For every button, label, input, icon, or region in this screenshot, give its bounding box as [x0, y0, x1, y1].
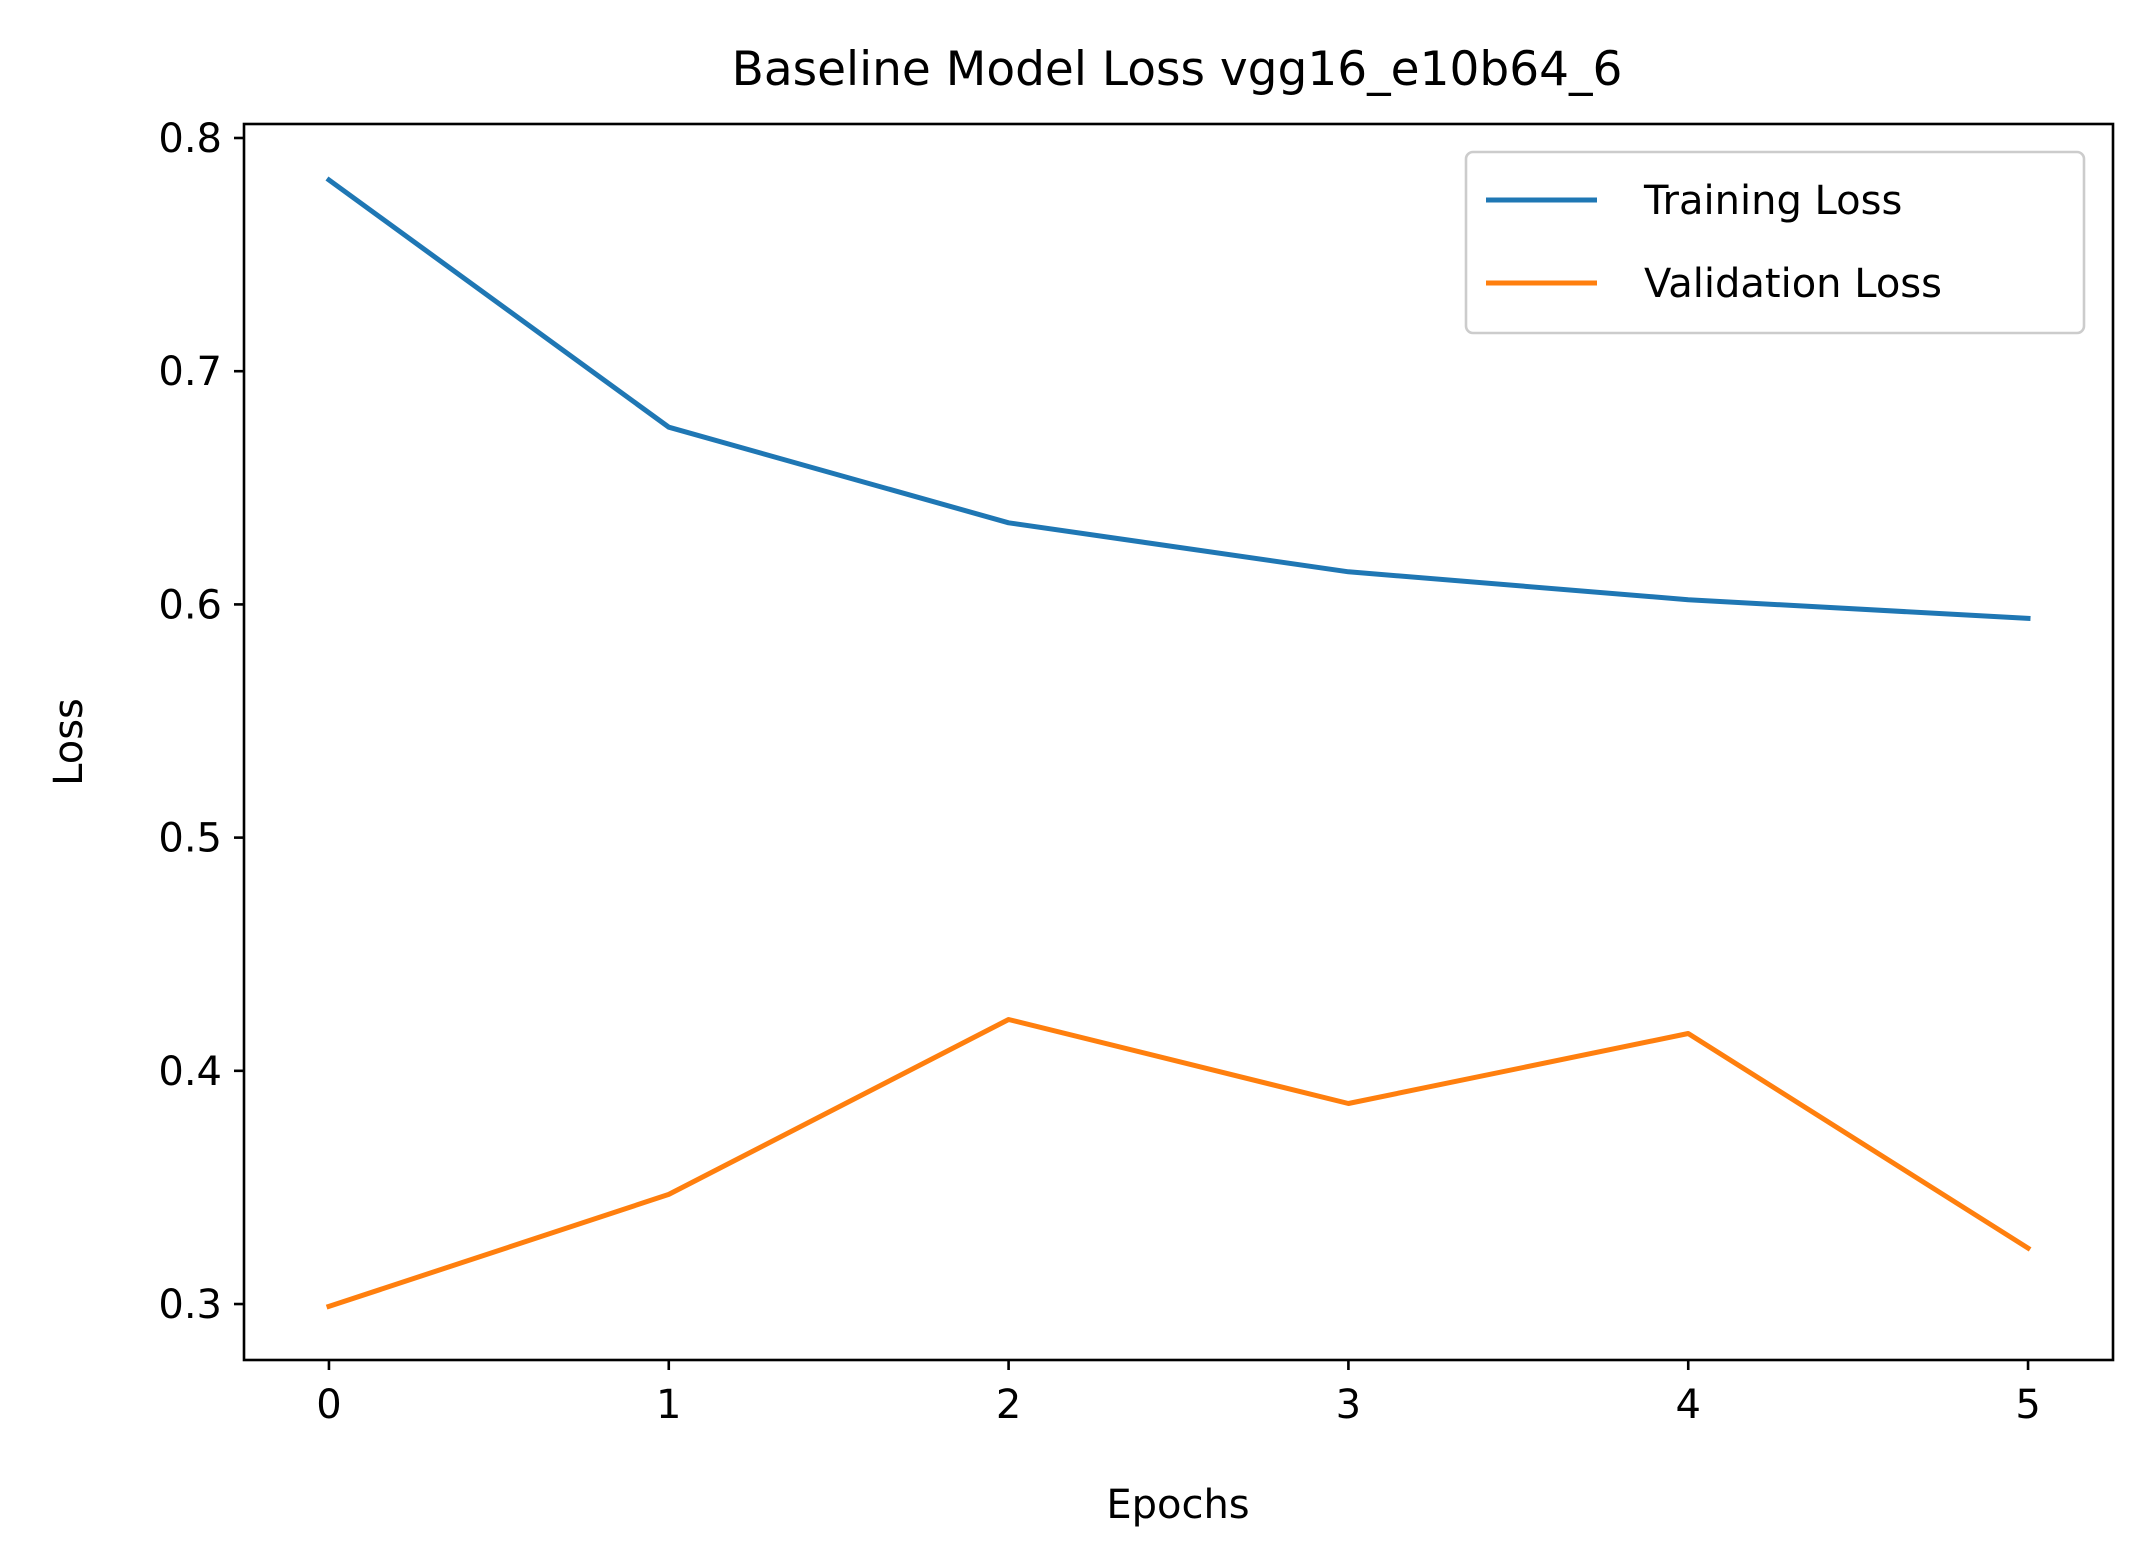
x-axis-ticks: 0 1 2 3 4 5 — [316, 1360, 2041, 1428]
plot-area-frame — [242, 122, 2115, 1362]
series-lines — [325, 176, 2032, 1310]
x-tick-label: 1 — [656, 1382, 681, 1428]
series-line-training-loss — [325, 176, 2031, 622]
x-tick-label: 5 — [2015, 1382, 2040, 1428]
x-tick-label: 2 — [996, 1382, 1021, 1428]
y-axis-ticks: 0.3 0.4 0.5 0.6 0.7 0.8 — [158, 116, 244, 1328]
legend-label-validation-loss: Validation Loss — [1644, 261, 1942, 307]
x-axis-label: Epochs — [1106, 1482, 1249, 1528]
chart-title: Baseline Model Loss vgg16_e10b64_6 — [732, 42, 1623, 97]
y-tick-label: 0.3 — [158, 1282, 222, 1328]
y-tick-label: 0.5 — [158, 816, 222, 862]
x-tick-label: 3 — [1336, 1382, 1361, 1428]
y-tick-label: 0.4 — [158, 1049, 222, 1095]
x-tick-label: 0 — [316, 1382, 341, 1428]
series-line-validation-loss — [325, 1017, 2032, 1310]
y-tick-label: 0.8 — [158, 116, 222, 162]
legend-box — [1464, 150, 2086, 335]
y-tick-label: 0.7 — [158, 349, 222, 395]
x-tick-label: 4 — [1676, 1382, 1701, 1428]
y-axis-label: Loss — [46, 698, 92, 786]
legend: Training Loss Validation Loss — [1464, 150, 2086, 335]
y-tick-label: 0.6 — [158, 582, 222, 628]
legend-label-training-loss: Training Loss — [1643, 178, 1902, 224]
